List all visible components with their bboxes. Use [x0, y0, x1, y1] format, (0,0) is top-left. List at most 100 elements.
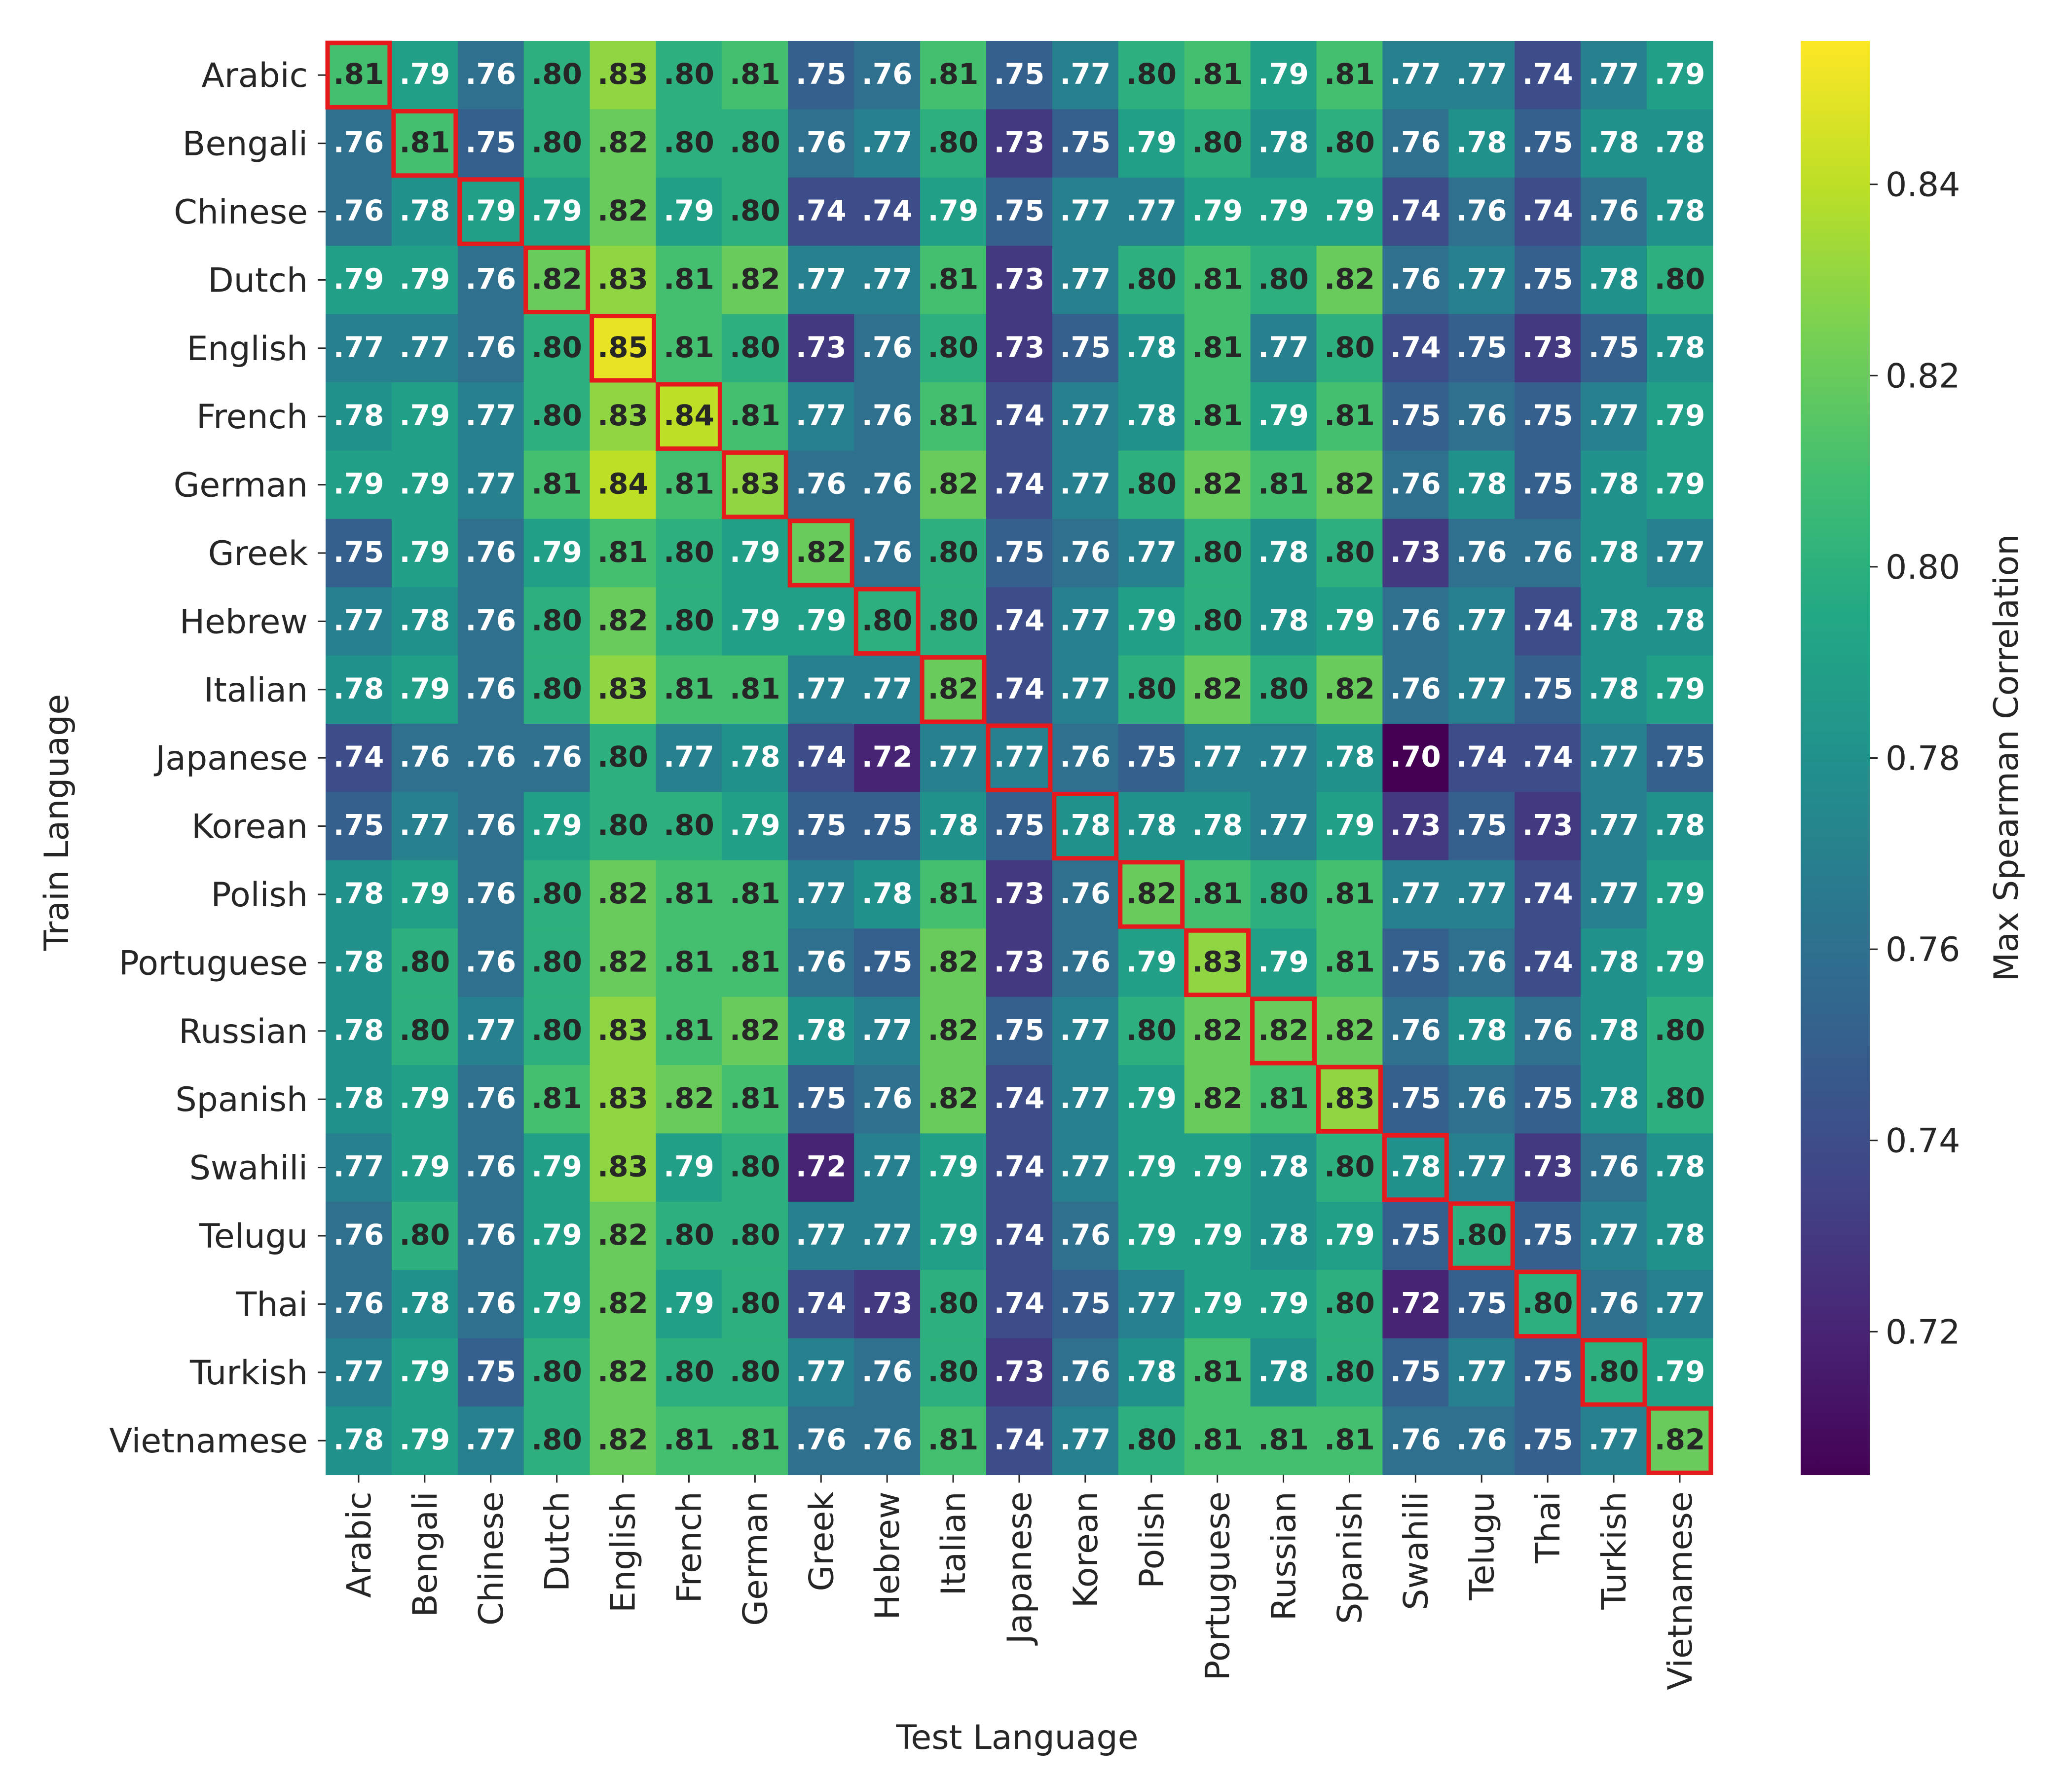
cell-value-label: .82	[928, 1081, 979, 1115]
cell-value-label: .77	[796, 877, 847, 910]
heatmap-cell	[722, 1133, 788, 1202]
y-tick-label: French	[196, 398, 308, 437]
heatmap-cell	[1647, 518, 1713, 588]
cell-value-label: .80	[1126, 1423, 1177, 1456]
cell-value-label: .78	[1060, 809, 1110, 842]
cell-value-label: .81	[1192, 57, 1243, 91]
heatmap-cell	[1250, 792, 1317, 861]
heatmap-cell	[1515, 587, 1581, 656]
heatmap-cell	[854, 177, 921, 246]
cell-value-label: .76	[531, 740, 582, 774]
cell-value-label: .81	[730, 877, 780, 910]
cell-value-label: .78	[1456, 1013, 1507, 1047]
heatmap-cell	[1382, 1406, 1449, 1475]
heatmap-cell	[854, 314, 921, 383]
cell-value-label: .78	[1589, 672, 1639, 705]
heatmap-cell	[1581, 518, 1647, 588]
cell-value-label: .80	[531, 1423, 582, 1456]
cell-value-label: .80	[928, 331, 979, 364]
cell-value-label: .80	[1126, 672, 1177, 705]
y-tick-label: Thai	[236, 1285, 308, 1324]
heatmap-cell	[854, 860, 921, 929]
cell-value-label: .79	[399, 1423, 450, 1456]
cell-value-label: .78	[1192, 809, 1243, 842]
cell-value-label: .77	[1060, 1423, 1110, 1456]
cell-value-label: .77	[796, 262, 847, 296]
cell-value-label: .75	[1060, 331, 1110, 364]
cell-value-label: .77	[1589, 57, 1639, 91]
cell-value-label: .79	[531, 194, 582, 227]
heatmap-cell	[1052, 655, 1119, 724]
heatmap-cell	[1052, 518, 1119, 588]
cell-value-label: .74	[994, 399, 1045, 432]
cell-value-label: .74	[994, 467, 1045, 501]
cell-value-label: .80	[1456, 1218, 1507, 1252]
cell-value-label: .82	[1192, 672, 1243, 705]
cell-value-label: .77	[1655, 1286, 1705, 1320]
cell-value-label: .77	[1589, 740, 1639, 774]
heatmap-cell	[788, 1133, 854, 1202]
cell-value-label: .79	[1126, 945, 1177, 978]
cell-value-label: .74	[994, 1081, 1045, 1115]
heatmap-cell	[457, 587, 524, 656]
x-tick-label: Telugu	[1463, 1491, 1502, 1600]
heatmap-cell	[1184, 1065, 1251, 1134]
heatmap-cell	[590, 246, 657, 315]
heatmap-cell	[920, 1338, 987, 1407]
y-axis-label: Train Language	[37, 694, 76, 951]
x-tick-label: Russian	[1265, 1491, 1304, 1621]
heatmap-cell	[920, 246, 987, 315]
heatmap-cell	[1118, 997, 1185, 1066]
heatmap-cell	[1316, 177, 1383, 246]
heatmap-cell	[326, 1270, 392, 1339]
heatmap-cell	[722, 724, 788, 792]
heatmap-cell	[1448, 382, 1515, 451]
cell-value-label: .78	[1655, 1218, 1705, 1252]
heatmap-cell	[1052, 177, 1119, 246]
heatmap-cell	[1250, 1338, 1317, 1407]
heatmap-cell	[1118, 1065, 1185, 1134]
heatmap-cell	[1052, 246, 1119, 315]
cell-value-label: .80	[730, 1150, 780, 1184]
heatmap-cell	[391, 382, 458, 451]
cell-value-label: .79	[1192, 194, 1243, 227]
cell-value-label: .79	[1126, 1081, 1177, 1115]
heatmap-cell	[1316, 997, 1383, 1066]
heatmap-cell	[1581, 314, 1647, 383]
heatmap-cell	[326, 1201, 392, 1270]
cell-value-label: .77	[1456, 262, 1507, 296]
cell-value-label: .74	[1522, 945, 1573, 978]
cell-value-label: .75	[1390, 1355, 1441, 1388]
cell-value-label: .79	[1655, 945, 1705, 978]
heatmap-cell	[1581, 928, 1647, 998]
cell-value-label: .80	[1324, 331, 1375, 364]
cell-value-label: .81	[597, 535, 648, 569]
heatmap-cell	[457, 1338, 524, 1407]
heatmap-cell	[1647, 382, 1713, 451]
cell-value-label: .75	[1456, 1286, 1507, 1320]
heatmap-cell	[1647, 1065, 1713, 1134]
cell-value-label: .79	[928, 1150, 979, 1184]
cell-value-label: .76	[465, 809, 516, 842]
heatmap-cell	[1316, 450, 1383, 519]
cell-value-label: .78	[1258, 535, 1309, 569]
cell-value-label: .76	[465, 331, 516, 364]
heatmap-cell	[1316, 41, 1383, 110]
heatmap-cell	[1581, 41, 1647, 110]
cell-value-label: .78	[1655, 603, 1705, 637]
diagonal-highlight-box	[787, 518, 854, 588]
heatmap-cell	[1382, 724, 1449, 792]
heatmap-cell	[391, 1406, 458, 1475]
cell-value-label: .74	[333, 740, 384, 774]
heatmap-cell	[523, 860, 591, 929]
heatmap-cell	[1184, 1201, 1251, 1270]
heatmap-cell	[722, 450, 788, 519]
cell-value-label: .81	[664, 1013, 714, 1047]
cell-value-label: .78	[333, 1013, 384, 1047]
y-tick-label: Russian	[179, 1012, 308, 1051]
heatmap-cell	[523, 1406, 591, 1475]
heatmap-cell	[1448, 109, 1515, 178]
cell-value-label: .79	[1655, 1355, 1705, 1388]
cell-value-label: .77	[1456, 672, 1507, 705]
heatmap-cell	[656, 792, 722, 861]
